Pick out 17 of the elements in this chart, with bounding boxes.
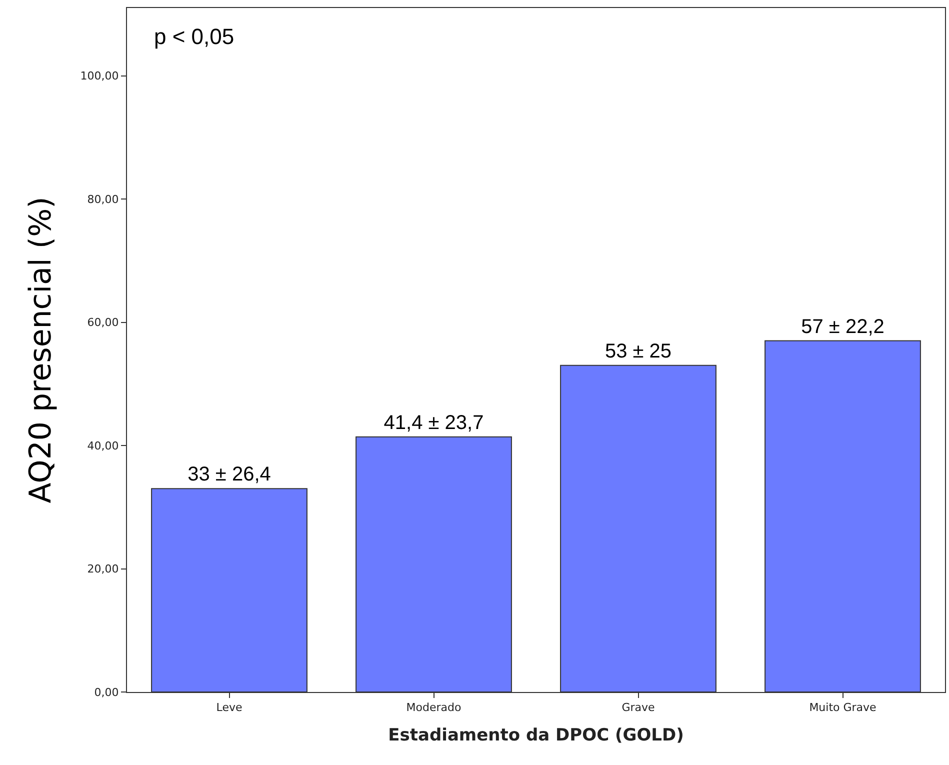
y-tick-label: 80,00	[87, 192, 119, 206]
x-tick-label: Grave	[622, 701, 656, 714]
annotation: p < 0,05	[154, 24, 234, 49]
y-tick-label: 0,00	[94, 686, 119, 699]
y-tick-label: 100,00	[80, 70, 119, 83]
x-axis-title: Estadiamento da DPOC (GOLD)	[388, 726, 684, 746]
data-label: 33 ± 26,4	[188, 464, 271, 486]
y-tick-label: 40,00	[87, 439, 119, 452]
data-label: 53 ± 25	[604, 340, 672, 362]
y-tick-label: 60,00	[87, 316, 119, 330]
y-axis-title: AQ20 presencial (%)	[23, 196, 58, 504]
data-label: 57 ± 22,2	[801, 316, 884, 338]
y-tick-label: 20,00	[87, 562, 119, 576]
data-label: 41,4 ± 23,7	[384, 412, 484, 434]
x-tick-label: Moderado	[406, 701, 462, 714]
x-tick-label: Leve	[216, 701, 242, 714]
x-tick-label: Muito Grave	[809, 701, 877, 714]
